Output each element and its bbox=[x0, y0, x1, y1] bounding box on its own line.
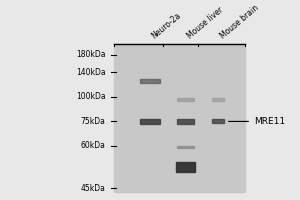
Text: 180kDa: 180kDa bbox=[76, 50, 105, 59]
Bar bbox=[178, 119, 194, 124]
Bar bbox=[212, 119, 224, 123]
Text: 100kDa: 100kDa bbox=[76, 92, 105, 101]
Bar bbox=[176, 162, 195, 172]
Bar bbox=[140, 79, 160, 83]
Bar bbox=[140, 119, 160, 124]
Text: 140kDa: 140kDa bbox=[76, 68, 105, 77]
Bar bbox=[148, 79, 152, 83]
Text: Mouse liver: Mouse liver bbox=[186, 6, 225, 41]
Text: Neuro-2a: Neuro-2a bbox=[150, 11, 183, 41]
Bar bbox=[114, 44, 245, 192]
Bar bbox=[178, 98, 194, 101]
Bar bbox=[212, 98, 224, 101]
Text: MRE11: MRE11 bbox=[229, 117, 285, 126]
Bar bbox=[178, 146, 194, 148]
Text: 45kDa: 45kDa bbox=[80, 184, 105, 193]
Text: 60kDa: 60kDa bbox=[80, 141, 105, 150]
Text: 75kDa: 75kDa bbox=[80, 117, 105, 126]
Text: Mouse brain: Mouse brain bbox=[218, 4, 260, 41]
